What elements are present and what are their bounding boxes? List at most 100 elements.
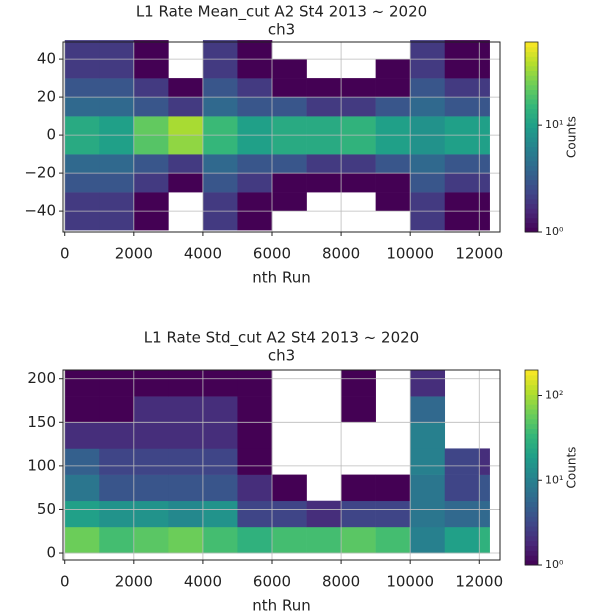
heat-cell <box>99 500 135 528</box>
heat-cell <box>444 211 480 231</box>
heat-cell <box>306 97 342 117</box>
heat-cell <box>272 59 307 79</box>
y-tick-label: 100 <box>27 456 56 474</box>
heat-cell <box>237 526 273 554</box>
colorbar-step <box>525 457 538 464</box>
heat-cell <box>237 422 273 449</box>
colorbar-step <box>525 530 538 537</box>
x-tick-label: 0 <box>60 245 70 263</box>
heat-cell <box>202 448 238 475</box>
heat-cell <box>64 154 100 174</box>
x-tick-label: 2000 <box>115 245 153 263</box>
heat-cell <box>375 526 411 554</box>
heat-cell <box>133 474 169 502</box>
heat-cell <box>444 448 480 475</box>
heat-cell <box>272 192 307 212</box>
heat-cell <box>168 116 204 136</box>
colorbar-step <box>525 545 538 551</box>
heat-cell <box>410 40 446 60</box>
heat-cell <box>410 59 446 79</box>
heat-cell <box>237 154 273 174</box>
colorbar-step <box>525 198 538 204</box>
colorbar-step <box>525 443 538 449</box>
heat-cell <box>410 211 446 231</box>
colorbar-step <box>525 394 538 400</box>
colorbar-step <box>525 477 538 483</box>
colorbar-step <box>525 80 538 86</box>
heat-cell <box>133 422 169 449</box>
colorbar-step <box>525 146 538 152</box>
colorbar-step <box>525 94 538 100</box>
heat-cell <box>99 370 135 397</box>
heat-cell <box>272 135 307 155</box>
colorbar-step <box>525 521 538 527</box>
colorbar-step <box>525 189 538 195</box>
heat-cell <box>479 40 490 60</box>
x-axis-label: nth Run <box>252 269 310 287</box>
heat-cell <box>341 135 376 155</box>
heat-cell <box>479 448 490 475</box>
heat-cell <box>64 526 100 554</box>
x-tick-label: 4000 <box>184 573 222 591</box>
heat-cell <box>444 500 480 528</box>
heat-cell <box>99 173 135 193</box>
colorbar-step <box>525 89 538 95</box>
chart-subtitle: ch3 <box>268 21 295 39</box>
colorbar-step <box>525 413 538 420</box>
heat-cell <box>202 173 238 193</box>
colorbar-step <box>525 51 538 57</box>
heat-cell <box>479 500 490 528</box>
heat-cell <box>410 448 446 475</box>
heat-cell <box>444 192 480 212</box>
heat-cell <box>410 500 446 528</box>
heat-cell <box>99 59 135 79</box>
heat-cell <box>64 97 100 117</box>
heat-cell <box>341 500 376 528</box>
heat-cell <box>479 192 490 212</box>
x-tick-label: 12000 <box>455 573 503 591</box>
colorbar-step <box>525 389 538 395</box>
heat-cell <box>410 116 446 136</box>
heat-cell <box>237 116 273 136</box>
colorbar-step <box>525 379 538 386</box>
colorbar-step <box>525 428 538 434</box>
y-tick-label: 50 <box>37 500 56 518</box>
colorbar-label: Counts <box>565 116 579 158</box>
heat-cell <box>375 78 411 98</box>
colorbar-step <box>525 103 538 109</box>
colorbar-step <box>525 108 538 114</box>
heat-cell <box>272 154 307 174</box>
colorbar-step <box>525 555 538 561</box>
colorbar-step <box>525 217 538 223</box>
heat-cell <box>168 173 204 193</box>
heat-cell <box>133 448 169 475</box>
colorbar-step <box>525 179 538 185</box>
colorbar-step <box>525 151 538 157</box>
heat-cell <box>202 211 238 231</box>
colorbar-step <box>525 409 538 415</box>
colorbar-step <box>525 384 538 390</box>
heat-cell <box>375 135 411 155</box>
colorbar-step <box>525 448 538 454</box>
heat-cell <box>341 526 376 554</box>
x-tick-label: 10000 <box>386 573 434 591</box>
colorbar-step <box>525 374 538 381</box>
colorbar-tick-label: 10¹ <box>545 473 563 486</box>
colorbar-step <box>525 222 538 228</box>
heat-cell <box>306 500 342 528</box>
heat-cell <box>341 116 376 136</box>
heat-cell <box>479 154 490 174</box>
heat-cell <box>444 97 480 117</box>
x-tick-label: 6000 <box>253 245 291 263</box>
heat-cell <box>237 78 273 98</box>
heat-cell <box>168 97 204 117</box>
heat-cell <box>341 173 376 193</box>
colorbar-step <box>525 137 538 143</box>
colorbar-step <box>525 213 538 219</box>
colorbar-step <box>525 433 538 439</box>
heat-cell <box>133 116 169 136</box>
colorbar-step <box>525 194 538 200</box>
heat-cell <box>99 422 135 449</box>
colorbar-step <box>525 496 538 503</box>
colorbar-step <box>525 501 538 507</box>
